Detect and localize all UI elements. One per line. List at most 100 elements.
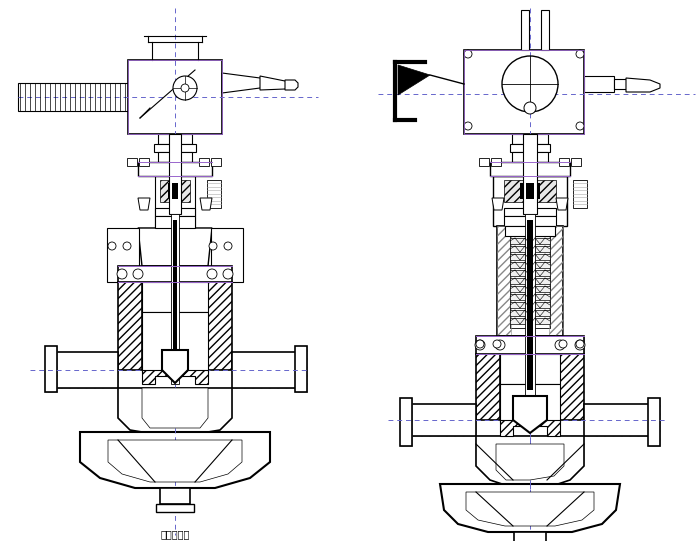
Bar	[476, 336, 584, 354]
Bar	[504, 180, 556, 202]
Circle shape	[576, 50, 584, 58]
Bar	[156, 504, 194, 512]
Polygon shape	[285, 80, 298, 90]
Polygon shape	[556, 198, 568, 210]
Bar	[520, 183, 540, 199]
Circle shape	[108, 242, 116, 250]
Polygon shape	[222, 73, 265, 93]
Bar	[160, 488, 190, 504]
Polygon shape	[408, 404, 476, 436]
Polygon shape	[510, 302, 550, 308]
Bar	[142, 282, 208, 312]
Bar	[571, 158, 581, 166]
Bar	[476, 336, 584, 354]
Polygon shape	[584, 404, 652, 436]
Polygon shape	[510, 254, 550, 260]
Bar	[211, 228, 243, 282]
Bar	[521, 10, 529, 50]
Circle shape	[207, 269, 217, 279]
Polygon shape	[626, 78, 660, 92]
Bar	[211, 228, 243, 282]
Circle shape	[209, 242, 217, 250]
Polygon shape	[510, 278, 550, 284]
Bar	[154, 144, 196, 152]
Bar	[107, 228, 139, 282]
Polygon shape	[476, 354, 500, 420]
Circle shape	[576, 122, 584, 130]
Bar	[500, 354, 560, 384]
Polygon shape	[510, 310, 550, 316]
Bar	[199, 158, 209, 166]
Polygon shape	[492, 198, 504, 210]
Bar	[156, 504, 194, 512]
Polygon shape	[440, 484, 620, 532]
Bar	[155, 216, 195, 228]
Circle shape	[181, 84, 189, 92]
Bar	[142, 312, 208, 372]
Bar	[160, 180, 190, 202]
Bar	[45, 346, 57, 392]
Bar	[497, 226, 511, 336]
Bar	[648, 398, 660, 446]
Bar	[525, 214, 535, 414]
Bar	[512, 134, 548, 144]
Polygon shape	[142, 388, 208, 428]
Circle shape	[133, 269, 143, 279]
Bar	[158, 134, 192, 144]
Polygon shape	[232, 352, 300, 388]
Polygon shape	[50, 352, 118, 388]
Bar	[127, 158, 137, 166]
Circle shape	[502, 56, 558, 112]
Polygon shape	[500, 420, 560, 436]
Circle shape	[223, 269, 233, 279]
Circle shape	[123, 242, 131, 250]
Circle shape	[555, 340, 565, 350]
Circle shape	[476, 340, 484, 348]
Polygon shape	[142, 370, 208, 384]
Circle shape	[117, 269, 127, 279]
Polygon shape	[118, 388, 232, 432]
Bar	[500, 384, 560, 422]
Bar	[138, 162, 212, 176]
Polygon shape	[398, 65, 430, 95]
Bar	[295, 346, 307, 392]
Bar	[211, 158, 221, 166]
Polygon shape	[138, 198, 150, 210]
Bar	[464, 50, 584, 134]
Polygon shape	[560, 354, 584, 420]
Bar	[584, 76, 614, 92]
Circle shape	[576, 340, 584, 348]
Polygon shape	[510, 294, 550, 300]
Polygon shape	[200, 198, 212, 210]
Bar	[505, 226, 555, 236]
Bar	[168, 183, 182, 199]
Circle shape	[495, 340, 505, 350]
Polygon shape	[138, 228, 212, 266]
Bar	[118, 266, 232, 282]
Bar	[479, 158, 489, 166]
Bar	[138, 162, 212, 176]
Bar	[510, 234, 550, 328]
Bar	[139, 158, 149, 166]
Polygon shape	[510, 270, 550, 276]
Circle shape	[464, 122, 472, 130]
Polygon shape	[496, 444, 564, 480]
Bar	[169, 134, 181, 214]
Polygon shape	[513, 396, 547, 433]
Polygon shape	[510, 246, 550, 252]
Bar	[504, 216, 556, 226]
Bar	[155, 176, 195, 228]
Bar	[464, 50, 584, 134]
Circle shape	[475, 340, 485, 350]
Bar	[510, 144, 550, 152]
Circle shape	[524, 102, 536, 114]
Circle shape	[559, 340, 567, 348]
Bar	[172, 183, 178, 199]
Polygon shape	[162, 350, 188, 383]
Bar	[648, 398, 660, 446]
Bar	[514, 532, 546, 541]
Text: 标准智能型: 标准智能型	[160, 529, 190, 539]
Bar	[512, 152, 548, 162]
Bar	[18, 83, 128, 111]
Bar	[559, 158, 569, 166]
